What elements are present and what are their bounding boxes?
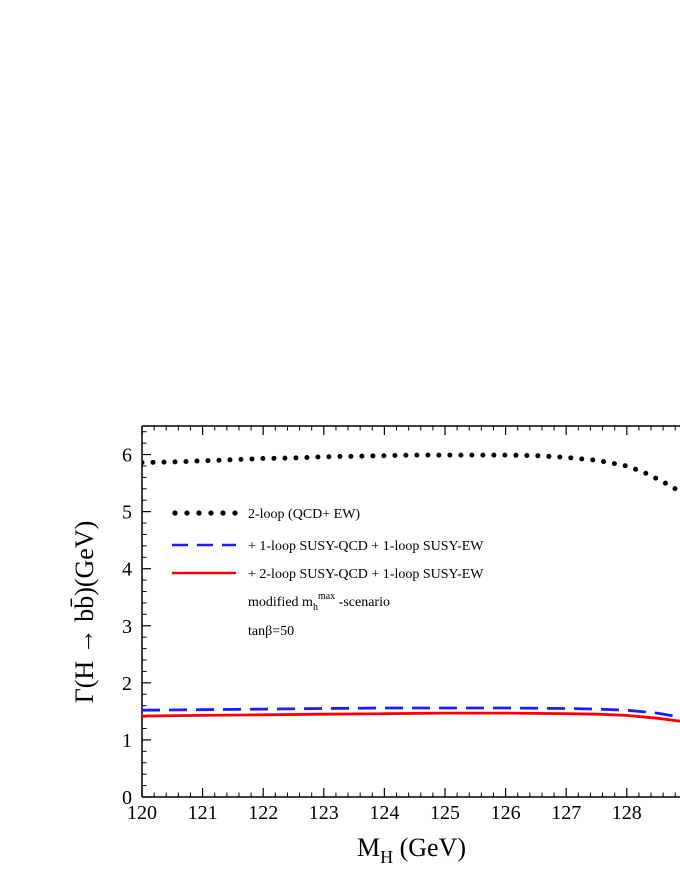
y-tick-labels: 0 1 2 3 4 5 6: [122, 445, 132, 809]
legend-label-0: 2-loop (QCD+ EW): [248, 507, 360, 522]
major-ticks: [141, 426, 628, 798]
y-tick-label: 4: [122, 559, 132, 581]
x-tick-label: 121: [188, 802, 218, 824]
x-axis-title-sub: H: [380, 847, 393, 867]
y-tick-label: 5: [122, 502, 132, 524]
annotation-scenario-sub: h: [313, 602, 318, 613]
series-line-2: [142, 711, 680, 723]
annotation-scenario-sup: max: [318, 591, 335, 602]
legend-label-2: + 2-loop SUSY-QCD + 1-loop SUSY-EW: [248, 567, 484, 582]
series-line-1: [142, 706, 680, 719]
legend-dot: [232, 510, 238, 516]
series-line-0: [142, 452, 680, 496]
legend-dot: [196, 510, 202, 516]
y-tick-label: 0: [122, 787, 132, 809]
x-tick-label: 124: [369, 802, 399, 824]
legend-dot: [184, 510, 190, 516]
plot-series: [142, 452, 680, 723]
legend-sample-dotted: [172, 510, 238, 516]
y-tick-label: 2: [122, 673, 132, 695]
legend-label-1: + 1-loop SUSY-QCD + 1-loop SUSY-EW: [248, 539, 484, 554]
legend-dot: [208, 510, 214, 516]
y-axis-title: Γ(H → bb̄)(GeV): [70, 521, 99, 704]
x-tick-label: 123: [309, 802, 339, 824]
legend: 2-loop (QCD+ EW) + 1-loop SUSY-QCD + 1-l…: [172, 507, 484, 639]
x-tick-label: 127: [551, 802, 581, 824]
y-tick-label: 6: [122, 445, 132, 467]
x-axis-title-unit: (GeV): [393, 833, 466, 862]
x-axis-title-main: M: [357, 833, 380, 862]
x-axis-title: MH (GeV): [357, 833, 466, 867]
x-tick-labels: 1201211221231241251261271281: [127, 802, 642, 824]
annotation-tanbeta: tanβ=50: [248, 624, 294, 639]
x-tick-label: 120: [127, 802, 157, 824]
annotation-scenario-suffix: -scenario: [335, 595, 390, 610]
x-tick-label: 125: [430, 802, 460, 824]
annotation-scenario: modified mhmax -scenario: [248, 591, 390, 613]
legend-dot: [172, 510, 178, 516]
legend-dot: [220, 510, 226, 516]
annotation-scenario-main: modified m: [248, 595, 313, 610]
x-tick-label: 128: [612, 802, 642, 824]
y-tick-label: 1: [122, 730, 132, 752]
minor-ticks: [142, 426, 676, 797]
x-tick-label: 126: [491, 802, 521, 824]
x-tick-label: 122: [248, 802, 278, 824]
y-tick-label: 3: [122, 616, 132, 638]
